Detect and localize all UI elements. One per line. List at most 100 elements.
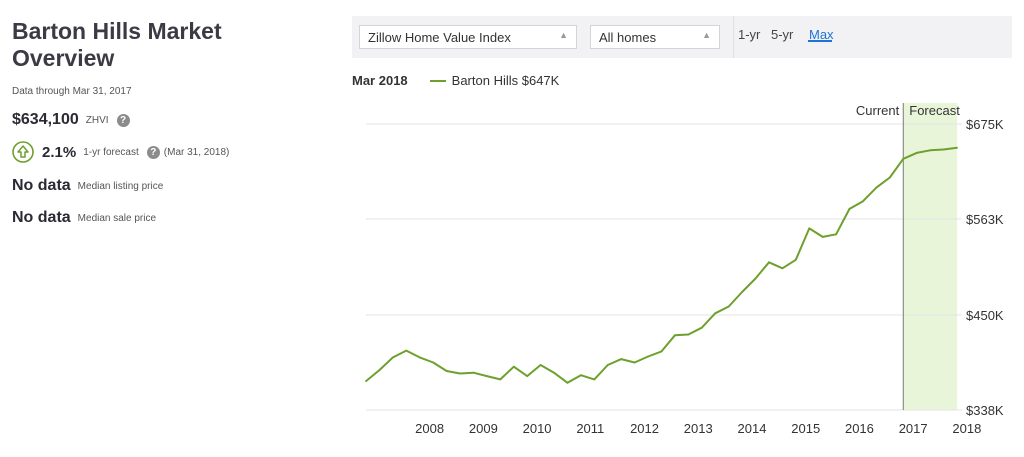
page-title-line1: Barton Hills Market: [12, 18, 222, 44]
data-point: [647, 355, 649, 358]
index-select-value: Zillow Home Value Index: [368, 30, 511, 45]
data-point: [942, 148, 945, 151]
data-point: [741, 291, 743, 293]
page-title-line2: Overview: [12, 45, 115, 71]
listing-price-metric: No data Median listing price: [12, 177, 312, 195]
data-point: [929, 149, 931, 152]
arrow-up-circle-icon: [12, 141, 34, 163]
range-5yr[interactable]: 5-yr: [771, 27, 794, 42]
data-through-date: Data through Mar 31, 2017: [12, 86, 132, 97]
data-point: [660, 350, 663, 353]
data-point: [727, 305, 730, 308]
data-point: [566, 381, 569, 384]
chart-toolbar: Zillow Home Value Index ▲︎ All homes ▲︎ …: [352, 16, 1012, 58]
zhvi-help-icon[interactable]: ?: [116, 113, 130, 127]
data-point: [418, 356, 421, 359]
legend-date: Mar 2018: [352, 73, 408, 88]
range-max[interactable]: Max: [809, 27, 834, 42]
x-tick-label: 2015: [791, 421, 820, 436]
sale-price-value: No data: [12, 209, 71, 226]
x-tick-label: 2013: [684, 421, 713, 436]
data-point: [700, 326, 703, 329]
forecast-value: 2.1%: [42, 143, 77, 161]
data-point: [633, 361, 636, 364]
data-point: [848, 208, 851, 210]
forecast-metric: 2.1% 1-yr forecast ? (Mar 31, 2018): [12, 141, 312, 163]
data-point: [835, 233, 837, 236]
data-point: [593, 378, 596, 381]
x-tick-label: 2016: [845, 421, 874, 436]
data-point: [794, 258, 797, 261]
data-point: [459, 372, 461, 375]
data-point: [499, 378, 502, 381]
x-tick-label: 2014: [738, 421, 767, 436]
series-line: [365, 146, 958, 384]
data-point: [486, 375, 488, 377]
data-point: [821, 236, 824, 238]
y-tick-label: $675K: [966, 117, 1004, 132]
page-title: Barton Hills Market Overview: [12, 18, 312, 72]
current-label: Current: [856, 103, 900, 118]
index-select[interactable]: Zillow Home Value Index ▲︎: [359, 25, 577, 49]
sale-price-label: Median sale price: [77, 212, 157, 224]
data-point: [768, 261, 770, 264]
listing-price-value: No data: [12, 177, 71, 194]
data-point: [526, 375, 529, 377]
x-tick-label: 2008: [415, 421, 444, 436]
data-point: [432, 361, 435, 364]
forecast-label: 1-yr forecast: [83, 146, 139, 158]
listing-price-label: Median listing price: [77, 180, 164, 192]
chevron-down-icon: ▲︎: [559, 30, 568, 40]
data-point: [445, 370, 448, 372]
data-point: [512, 365, 515, 368]
data-point: [392, 356, 394, 359]
homes-select[interactable]: All homes ▲︎: [590, 25, 720, 49]
x-tick-label: 2009: [469, 421, 498, 436]
data-point: [606, 364, 609, 366]
x-tick-label: 2011: [576, 421, 604, 436]
sale-price-metric: No data Median sale price: [12, 209, 312, 227]
forecast-date: (Mar 31, 2018): [163, 146, 230, 158]
data-point: [553, 371, 555, 374]
data-point: [781, 267, 784, 270]
data-point: [875, 186, 878, 189]
zhvi-label: ZHVI: [85, 114, 109, 126]
data-point: [956, 146, 958, 149]
data-point: [405, 349, 408, 352]
zhvi-value: $634,100: [12, 111, 79, 128]
x-tick-label: 2010: [523, 421, 552, 436]
chevron-down-icon: ▲︎: [702, 30, 711, 40]
data-point: [862, 200, 864, 203]
overview-panel: Barton Hills Market Overview Data throug…: [12, 18, 312, 227]
x-tick-label: 2017: [899, 421, 928, 436]
homes-select-value: All homes: [599, 30, 657, 45]
data-point: [714, 312, 717, 315]
legend-series-label: Barton Hills $647K: [451, 73, 560, 88]
toolbar-divider: [733, 16, 734, 58]
data-point: [808, 227, 811, 230]
range-1yr[interactable]: 1-yr: [738, 27, 761, 42]
x-tick-label: 2012: [630, 421, 659, 436]
forecast-help-icon[interactable]: ?: [146, 145, 160, 159]
legend-swatch: [429, 79, 446, 82]
data-point: [674, 334, 676, 337]
data-point: [754, 277, 757, 280]
active-range-indicator: [808, 40, 832, 42]
x-tick-label: 2018: [952, 421, 981, 436]
data-point: [902, 157, 905, 160]
data-point: [365, 380, 367, 382]
forecast-label: Forecast: [909, 103, 960, 118]
data-point: [539, 364, 542, 366]
y-tick-label: $450K: [966, 308, 1004, 323]
zhvi-metric: $634,100 ZHVI ?: [12, 111, 312, 129]
data-point: [888, 176, 891, 179]
data-point: [472, 371, 475, 374]
data-point: [687, 333, 690, 336]
data-point: [378, 369, 381, 371]
y-tick-label: $563K: [966, 212, 1004, 227]
y-tick-label: $338K: [966, 403, 1004, 418]
chart-legend: Mar 2018 Barton Hills $647K: [352, 73, 559, 88]
data-point: [580, 374, 582, 377]
data-point: [620, 358, 623, 360]
